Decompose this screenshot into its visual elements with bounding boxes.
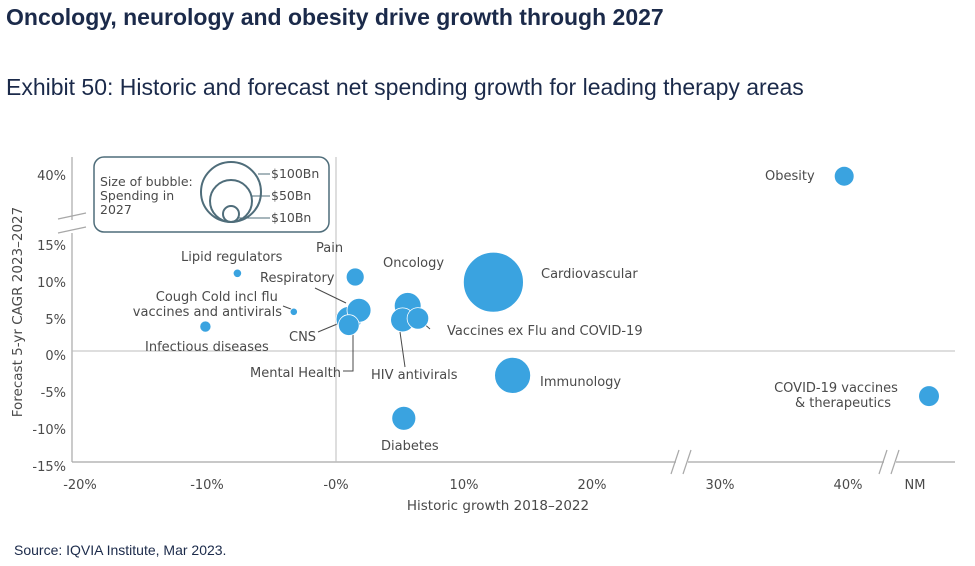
exhibit-title: Exhibit 50: Historic and forecast net sp… bbox=[6, 74, 804, 100]
y-tick-label: -10% bbox=[32, 423, 66, 438]
x-axis-break-2 bbox=[878, 449, 900, 475]
label-infectious-diseases: Infectious diseases bbox=[145, 340, 269, 355]
legend-label-50bn: $50Bn bbox=[271, 188, 311, 203]
legend-label-100bn: $100Bn bbox=[271, 166, 319, 181]
label-lipid-regulators: Lipid regulators bbox=[181, 250, 283, 265]
y-tick-label: -5% bbox=[41, 386, 66, 401]
x-tick-label: 40% bbox=[834, 478, 863, 493]
bubble-size-legend: Size of bubble: Spending in 2027 $100Bn … bbox=[93, 156, 330, 233]
x-tick-label: 20% bbox=[578, 478, 607, 493]
legend-title-line-1: Size of bubble: bbox=[100, 174, 193, 189]
x-axis-break-1 bbox=[670, 449, 692, 475]
bubble-immunology bbox=[494, 356, 531, 394]
x-tick-label: -20% bbox=[63, 478, 97, 493]
label-oncology: Oncology bbox=[383, 256, 444, 271]
x-tick-label: -10% bbox=[190, 478, 224, 493]
y-tick-label: 10% bbox=[37, 276, 66, 291]
legend-title-line-2: Spending in bbox=[100, 188, 174, 203]
label-obesity: Obesity bbox=[765, 169, 815, 184]
y-axis-title: Forecast 5-yr CAGR 2023–2027 bbox=[10, 207, 26, 418]
label-covid-line-1: COVID-19 vaccines bbox=[774, 381, 898, 396]
label-pain: Pain bbox=[316, 241, 343, 256]
x-tick-label: NM bbox=[905, 478, 926, 493]
x-tick-label: 30% bbox=[706, 478, 735, 493]
label-covid-line-2: & therapeutics bbox=[795, 396, 891, 411]
legend-label-10bn: $10Bn bbox=[271, 210, 311, 225]
label-mental-health: Mental Health bbox=[250, 366, 341, 381]
source-note: Source: IQVIA Institute, Mar 2023. bbox=[14, 542, 227, 558]
legend-title-line-3: 2027 bbox=[100, 202, 132, 217]
label-respiratory: Respiratory bbox=[260, 271, 335, 286]
y-tick-label: 40% bbox=[37, 169, 66, 184]
point-labels: Obesity Lipid regulators Pain Respirator… bbox=[133, 169, 902, 454]
leader-respiratory bbox=[314, 287, 347, 304]
y-tick-label: 5% bbox=[45, 313, 66, 328]
bubble-covid-19-vaccines-therapeutics bbox=[918, 385, 940, 407]
bubble-obesity bbox=[833, 165, 855, 187]
leader-hiv bbox=[399, 331, 406, 368]
label-cns: CNS bbox=[289, 330, 316, 345]
label-leader-lines bbox=[282, 287, 431, 372]
y-tick-label: 15% bbox=[37, 239, 66, 254]
bubble-vaccines-ex-flu-and-covid-19 bbox=[406, 307, 430, 330]
x-axis-title: Historic growth 2018–2022 bbox=[407, 498, 589, 514]
label-cough-cold-line-2: vaccines and antivirals bbox=[133, 305, 282, 320]
y-axis-break bbox=[57, 212, 87, 234]
bubble-pain bbox=[345, 267, 365, 287]
bubble-diabetes bbox=[391, 405, 417, 431]
bubble-infectious-diseases bbox=[199, 320, 212, 333]
label-cardiovascular: Cardiovascular bbox=[541, 267, 638, 282]
y-tick-label: 0% bbox=[45, 349, 66, 364]
legend-circle-100bn bbox=[200, 161, 262, 223]
legend-box bbox=[93, 156, 330, 233]
legend-title: Size of bubble: Spending in 2027 bbox=[100, 174, 197, 217]
x-tick-label: -0% bbox=[323, 478, 348, 493]
bubble-mental-health bbox=[337, 314, 360, 336]
label-cough-cold-line-1: Cough Cold incl flu bbox=[156, 290, 278, 305]
label-immunology: Immunology bbox=[540, 375, 621, 390]
page-title: Oncology, neurology and obesity drive gr… bbox=[6, 4, 664, 30]
bubble-cough-cold-incl-flu-vaccines-and-antivirals bbox=[289, 307, 298, 316]
bubble-cardiovascular bbox=[462, 251, 524, 313]
label-cough-cold: Cough Cold incl flu vaccines and antivir… bbox=[133, 290, 282, 320]
legend-circle-50bn bbox=[209, 179, 253, 223]
label-diabetes: Diabetes bbox=[381, 439, 439, 454]
y-tick-label: -15% bbox=[32, 460, 66, 475]
legend-circle-10bn bbox=[222, 205, 240, 223]
bubble-lipid-regulators bbox=[232, 268, 242, 278]
leader-mental-health bbox=[343, 332, 354, 372]
label-vaccines-ex-flu: Vaccines ex Flu and COVID-19 bbox=[447, 324, 643, 339]
x-tick-label: 10% bbox=[450, 478, 479, 493]
label-hiv-antivirals: HIV antivirals bbox=[371, 368, 458, 383]
label-covid: COVID-19 vaccines & therapeutics bbox=[774, 381, 902, 411]
